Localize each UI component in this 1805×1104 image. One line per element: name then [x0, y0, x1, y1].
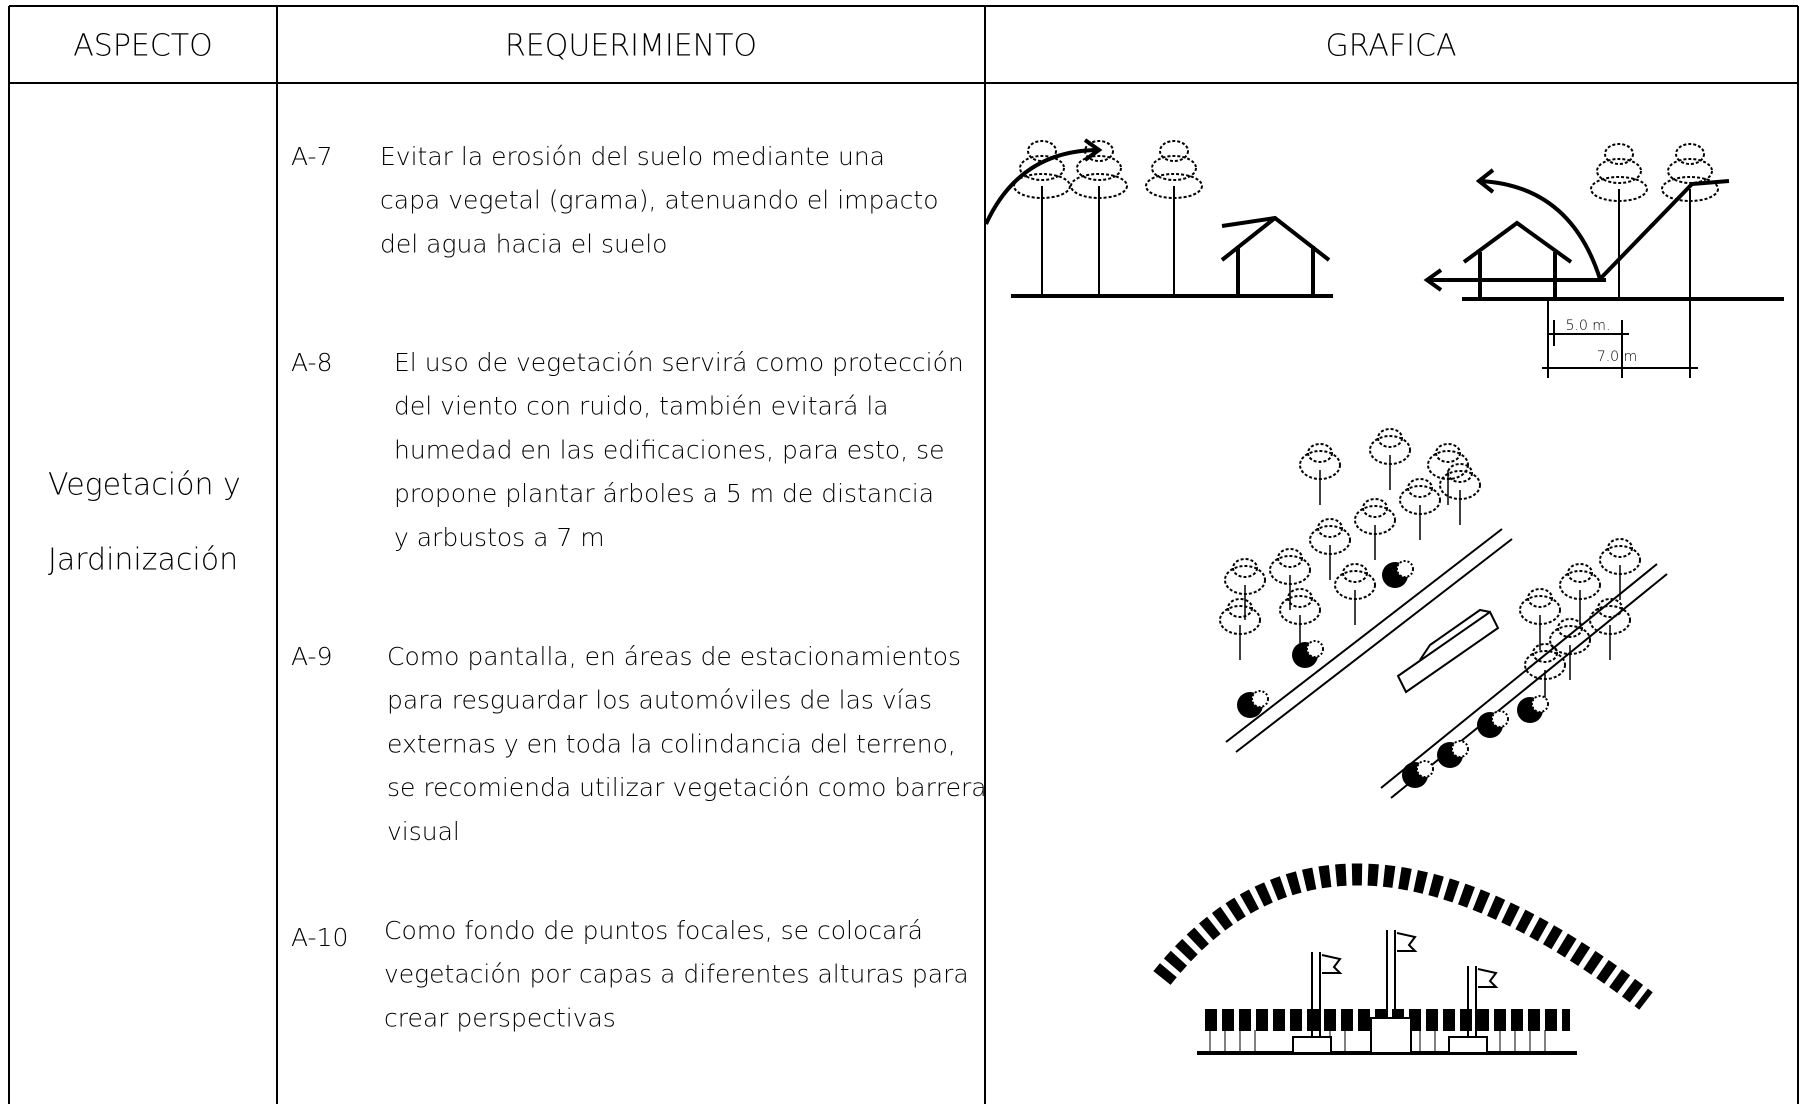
requirement-line: Como fondo de puntos focales, se colocar… [384, 916, 923, 945]
requirement-id: A-7 [291, 142, 332, 171]
requirement-line: y arbustos a 7 m [394, 523, 605, 552]
requirement-line: El uso de vegetación servirá como protec… [394, 348, 964, 377]
requirement-id: A-10 [291, 923, 348, 952]
requirement-line: del viento con ruido, también evitará la [394, 392, 889, 421]
focal-figure [1153, 863, 1653, 1055]
requirements: A-7 Evitar la erosión del suelo mediante … [291, 142, 987, 1032]
aspect-text: Jardinización [48, 543, 238, 578]
requirement-line: Evitar la erosión del suelo mediante una [380, 142, 885, 171]
column-header: ASPECTO [73, 29, 213, 64]
requirement-line: vegetación por capas a diferentes altura… [384, 960, 969, 989]
column-header: GRAFICA [1326, 29, 1457, 64]
requirement-line: externas y en toda la colindancia del te… [387, 729, 956, 758]
requirement-line: visual [387, 817, 460, 846]
requirement-line: capa vegetal (grama), atenuando el impac… [380, 186, 939, 215]
requirement-line: se recomienda utilizar vegetación como b… [387, 773, 987, 802]
requirement-line: propone plantar árboles a 5 m de distanc… [394, 479, 934, 508]
erosion-figure: 5.0 m. 7.0 m [984, 138, 1784, 378]
table-frame [8, 5, 1799, 1104]
dimension-label: 7.0 m [1597, 349, 1637, 365]
requirement-line: Como pantalla, en áreas de estacionamien… [387, 642, 961, 671]
aspect-text: Vegetación y [48, 468, 241, 503]
parking-figure [1219, 428, 1668, 799]
requirement-line: para resguardar los automóviles de las v… [387, 686, 932, 715]
requirement-line: crear perspectivas [384, 1003, 616, 1032]
dimension-label: 5.0 m. [1566, 318, 1611, 334]
requirement-id: A-9 [291, 642, 332, 671]
column-header: REQUERIMIENTO [505, 29, 757, 64]
requirement-line: humedad en las edificaciones, para esto,… [394, 435, 945, 464]
requirement-line: del agua hacia el suelo [380, 229, 667, 258]
requirement-id: A-8 [291, 348, 332, 377]
